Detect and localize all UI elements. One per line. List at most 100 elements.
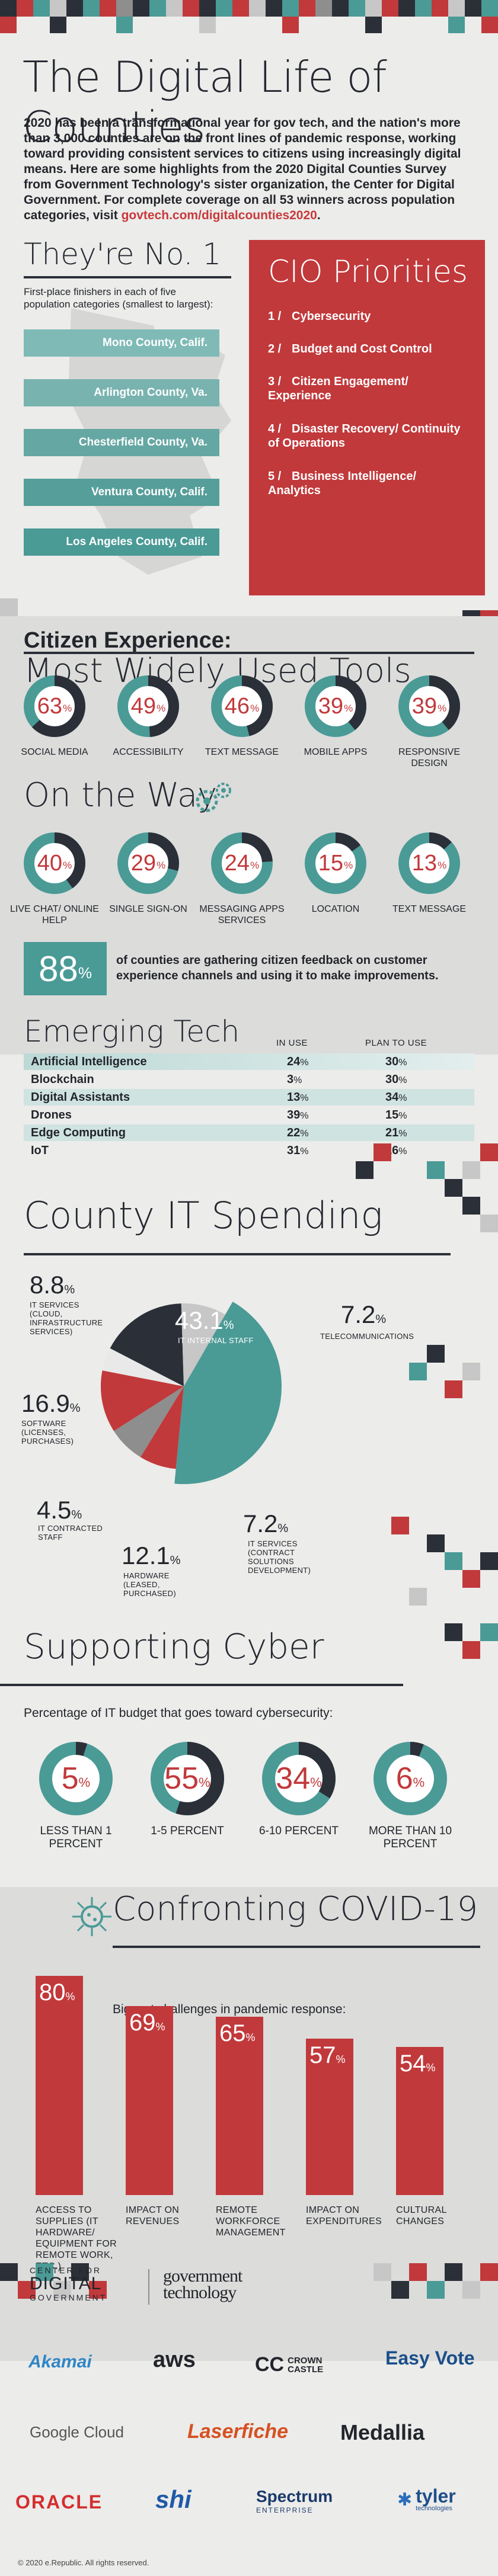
emerging-row-label: Digital Assistants: [31, 1091, 130, 1104]
most-used-label-2: ACCESSIBILITY: [113, 747, 184, 757]
easyvote-logo: Easy Vote: [385, 2347, 475, 2369]
virus-icon: [72, 1897, 111, 1936]
most-used-value-2: 49%: [130, 693, 166, 719]
ontheway-value-3: 24%: [224, 850, 260, 876]
pie-slice-3: [114, 1386, 184, 1457]
ontheway-title: On the Way: [24, 776, 218, 815]
covid-bar-value-4: 57%: [309, 2042, 346, 2069]
covid-bar-label-5: CULTURAL CHANGES: [396, 2205, 447, 2226]
feedback-stat-box: 88%: [24, 942, 107, 995]
cyber-value-3: 34%: [276, 1761, 322, 1796]
spend-lab-software: SOFTWARE (LICENSES, PURCHASES): [21, 1419, 74, 1446]
ontheway-donut-5-arc: [398, 832, 460, 894]
crown-castle-logo: CC CROWN CASTLE: [255, 2353, 329, 2376]
covid-bar-4: [306, 2039, 353, 2195]
cyber-value-4: 6%: [395, 1761, 425, 1796]
spend-val-telecom: 7.2%: [341, 1300, 387, 1328]
emerging-row: Edge Computing 22% 21%: [24, 1124, 474, 1141]
most-used-donut-5: [398, 675, 460, 737]
govtech-logo: government technology: [163, 2266, 242, 2302]
cyber-donut-3: [262, 1742, 336, 1815]
no1-divider: [24, 276, 231, 278]
intro-text: 2020 has been a transformational year fo…: [24, 116, 461, 222]
cyber-value-1: 5%: [61, 1761, 91, 1796]
covid-bar-5: [396, 2047, 443, 2195]
ontheway-donut-2: [117, 832, 179, 894]
shi-logo: shi: [155, 2485, 191, 2513]
cdg-logo-line1: CENTER FOR: [30, 2266, 101, 2275]
ontheway-donut-5: [398, 832, 460, 894]
spend-val-contracted: 4.5%: [37, 1496, 82, 1524]
cyber-donut-1-arc: [39, 1742, 113, 1815]
cdg-logo-line3: GOVERNMENT: [30, 2293, 107, 2302]
cio-priorities-panel: CIO Priorities 1 /Cybersecurity 2 /Budge…: [249, 240, 485, 595]
pie-slice-4: [100, 1370, 184, 1431]
ontheway-donut-3-arc: [211, 832, 273, 894]
spectrum-logo: Spectrum ENTERPRISE: [256, 2487, 333, 2514]
logo-divider: [148, 2269, 149, 2305]
akamai-logo: Akamai: [28, 2352, 92, 2372]
cyber-donut-4: [374, 1742, 447, 1815]
spectrum-logo-text: Spectrum: [256, 2487, 333, 2505]
crown-castle-text: CROWN CASTLE: [288, 2355, 324, 2375]
cyber-value-2: 55%: [164, 1761, 210, 1796]
cyber-label-3: 6-10 PERCENT: [258, 1825, 339, 1837]
ontheway-donut-1-arc: [24, 832, 85, 894]
cio-item-4: 4 /Disaster Recovery/ Continuity of Oper…: [268, 422, 461, 450]
ontheway-label-5: TEXT MESSAGE: [392, 904, 467, 914]
ontheway-label-4: LOCATION: [311, 904, 360, 914]
govtech-logo-line1: government: [163, 2266, 242, 2286]
emerging-row-plan: 15%: [385, 1108, 407, 1122]
spend-val-contract-dev: 7.2%: [243, 1510, 289, 1537]
tyler-mark-icon: ✱: [397, 2490, 413, 2510]
county-bar-5: Los Angeles County, Calif.: [24, 528, 219, 556]
most-used-donut-4-arc: [305, 675, 366, 737]
most-used-label-1: SOCIAL MEDIA: [21, 747, 88, 757]
spend-val-software: 16.9%: [21, 1389, 81, 1417]
ontheway-donut-4: [305, 832, 366, 894]
spend-lab-contracted: IT CONTRACTED STAFF: [38, 1524, 103, 1542]
cio-item-5: 5 /Business Intelligence/ Analytics: [268, 470, 417, 497]
spend-lab-telecom: TELECOMMUNICATIONS: [320, 1332, 414, 1341]
county-bar-1: Mono County, Calif.: [24, 329, 219, 357]
ontheway-donut-1: [24, 832, 85, 894]
county-bar-2: Arlington County, Va.: [24, 379, 219, 406]
feedback-text: of counties are gathering citizen feedba…: [116, 954, 439, 982]
tyler-logo-sub: technologies: [416, 2505, 452, 2512]
citizen-kicker: Citizen Experience:: [24, 628, 232, 653]
cio-title: CIO Priorities: [268, 254, 468, 290]
cyber-donut-1: [39, 1742, 113, 1815]
cyber-donut-4-arc: [374, 1742, 447, 1815]
ontheway-donut-3: [211, 832, 273, 894]
county-bar-4: Ventura County, Calif.: [24, 479, 219, 506]
ontheway-label-2: SINGLE SIGN-ON: [109, 904, 187, 914]
covid-divider: [113, 1946, 480, 1948]
intro-link[interactable]: govtech.com/digitalcounties2020: [121, 209, 317, 222]
most-used-donut-3-arc: [211, 675, 273, 737]
covid-bar-value-5: 54%: [400, 2050, 436, 2077]
ontheway-donut-4-arc: [305, 832, 366, 894]
pie-slice-1: [174, 1302, 282, 1484]
ontheway-value-4: 15%: [318, 850, 353, 876]
google-cloud-logo: Google Cloud: [30, 2423, 124, 2441]
cdg-logo: CENTER FOR DIGITAL GOVERNMENT: [30, 2266, 130, 2302]
emerging-row-in-use: 24%: [287, 1055, 309, 1068]
pie-slice-7: [181, 1303, 225, 1386]
most-used-donut-2-arc: [117, 675, 179, 737]
no1-title: They're No. 1: [24, 237, 222, 271]
emerging-row-label: Edge Computing: [31, 1126, 126, 1139]
emerging-row-label: Blockchain: [31, 1073, 94, 1086]
no1-subtitle: First-place finishers in each of five po…: [24, 286, 213, 310]
county-bar-3: Chesterfield County, Va.: [24, 429, 219, 456]
cdg-logo-line2: DIGITAL: [30, 2274, 102, 2293]
emerging-row-label: Artificial Intelligence: [31, 1055, 147, 1068]
most-used-label-4: MOBILE APPS: [304, 747, 368, 757]
ontheway-label-3: MESSAGING APPS SERVICES: [199, 904, 285, 925]
covid-bar-label-3: REMOTE WORKFORCE MANAGEMENT: [216, 2205, 286, 2238]
page-title: The Digital Life of Counties: [23, 52, 387, 152]
covid-bar-label-4: IMPACT ON EXPENDITURES: [306, 2205, 382, 2226]
most-used-value-1: 63%: [37, 693, 72, 719]
ontheway-donut-2-arc: [117, 832, 179, 894]
most-used-donut-2: [117, 675, 179, 737]
